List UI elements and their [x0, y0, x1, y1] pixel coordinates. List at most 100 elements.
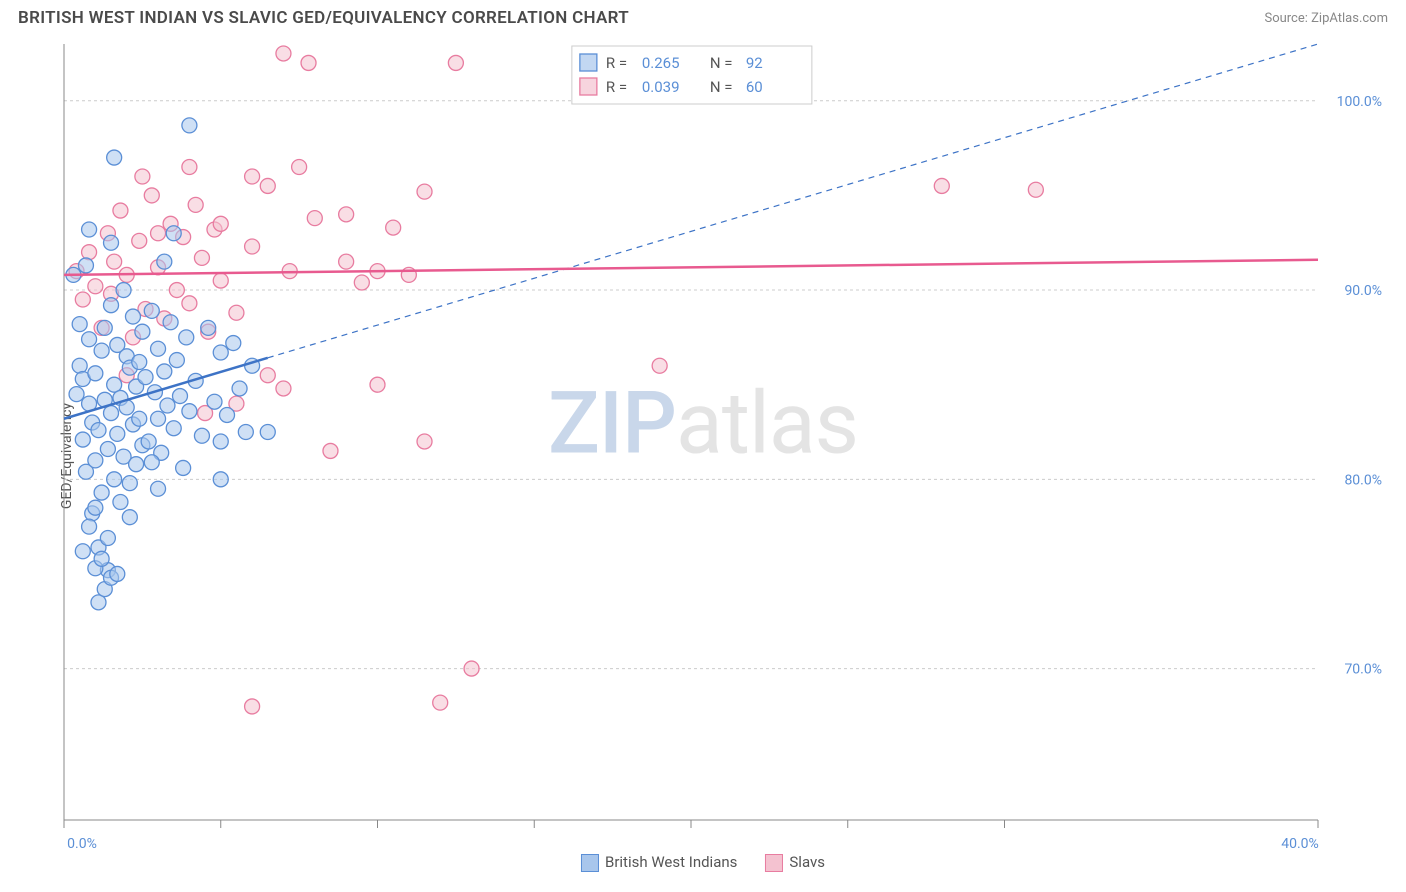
scatter-point [370, 377, 385, 392]
scatter-point [245, 169, 260, 184]
scatter-point [194, 250, 209, 265]
scatter-point [245, 239, 260, 254]
scatter-plot: 70.0%80.0%90.0%100.0%0.0%40.0%R =0.265N … [52, 40, 1388, 872]
scatter-point [464, 661, 479, 676]
chart-title: BRITISH WEST INDIAN VS SLAVIC GED/EQUIVA… [18, 8, 629, 28]
scatter-point [260, 178, 275, 193]
scatter-point [107, 150, 122, 165]
scatter-point [82, 519, 97, 534]
scatter-point [213, 434, 228, 449]
scatter-point [260, 425, 275, 440]
scatter-point [141, 434, 156, 449]
scatter-point [100, 442, 115, 457]
svg-text:40.0%: 40.0% [1281, 836, 1319, 852]
scatter-point [72, 358, 87, 373]
scatter-point [91, 423, 106, 438]
legend-n-value: 60 [746, 78, 763, 96]
svg-text:80.0%: 80.0% [1344, 472, 1382, 488]
scatter-point [88, 366, 103, 381]
scatter-point [934, 178, 949, 193]
scatter-point [122, 476, 137, 491]
scatter-point [94, 343, 109, 358]
scatter-point [417, 434, 432, 449]
bottom-legend: British West Indians Slavs [581, 853, 825, 872]
scatter-point [169, 353, 184, 368]
scatter-point [75, 544, 90, 559]
scatter-point [188, 197, 203, 212]
scatter-point [652, 358, 667, 373]
scatter-point [339, 254, 354, 269]
scatter-point [113, 203, 128, 218]
legend-r-label: R = [606, 54, 627, 72]
scatter-point [182, 160, 197, 175]
scatter-point [245, 699, 260, 714]
scatter-point [163, 315, 178, 330]
legend-label: Slavs [789, 853, 825, 871]
scatter-point [207, 394, 222, 409]
scatter-point [107, 254, 122, 269]
scatter-point [110, 566, 125, 581]
scatter-point [307, 211, 322, 226]
scatter-point [166, 421, 181, 436]
svg-text:0.0%: 0.0% [67, 836, 97, 852]
legend-r-value: 0.039 [642, 78, 680, 96]
scatter-point [213, 273, 228, 288]
scatter-point [132, 233, 147, 248]
scatter-point [151, 411, 166, 426]
scatter-point [151, 341, 166, 356]
scatter-point [238, 425, 253, 440]
scatter-point [144, 303, 159, 318]
scatter-point [194, 428, 209, 443]
scatter-point [88, 453, 103, 468]
scatter-point [75, 432, 90, 447]
scatter-point [82, 332, 97, 347]
scatter-point [107, 472, 122, 487]
legend-n-value: 92 [746, 54, 763, 72]
scatter-point [144, 455, 159, 470]
scatter-point [82, 222, 97, 237]
chart-source: Source: ZipAtlas.com [1264, 11, 1388, 26]
scatter-point [88, 500, 103, 515]
scatter-point [301, 55, 316, 70]
legend-label: British West Indians [605, 853, 737, 871]
scatter-point [179, 330, 194, 345]
scatter-point [220, 407, 235, 422]
scatter-point [125, 309, 140, 324]
scatter-point [417, 184, 432, 199]
scatter-point [122, 510, 137, 525]
chart-header: BRITISH WEST INDIAN VS SLAVIC GED/EQUIVA… [0, 0, 1406, 34]
scatter-point [113, 495, 128, 510]
scatter-point [82, 245, 97, 260]
scatter-point [151, 226, 166, 241]
scatter-point [157, 364, 172, 379]
legend-n-label: N = [710, 78, 733, 96]
scatter-point [129, 457, 144, 472]
scatter-point [72, 317, 87, 332]
scatter-point [229, 305, 244, 320]
scatter-point [88, 279, 103, 294]
scatter-point [166, 226, 181, 241]
scatter-point [132, 354, 147, 369]
scatter-point [151, 481, 166, 496]
scatter-point [104, 406, 119, 421]
scatter-point [182, 296, 197, 311]
scatter-point [354, 275, 369, 290]
chart-area: GED/Equivalency 70.0%80.0%90.0%100.0%0.0… [18, 40, 1388, 872]
scatter-point [169, 283, 184, 298]
scatter-point [433, 695, 448, 710]
legend-n-label: N = [710, 54, 733, 72]
scatter-point [276, 46, 291, 61]
scatter-point [323, 443, 338, 458]
scatter-point [69, 387, 84, 402]
scatter-point [104, 298, 119, 313]
scatter-point [157, 254, 172, 269]
scatter-point [172, 389, 187, 404]
scatter-point [160, 398, 175, 413]
legend-item: Slavs [765, 853, 825, 872]
scatter-point [448, 55, 463, 70]
trend-line [64, 260, 1318, 275]
scatter-point [226, 336, 241, 351]
scatter-point [276, 381, 291, 396]
scatter-point [144, 188, 159, 203]
scatter-point [213, 472, 228, 487]
